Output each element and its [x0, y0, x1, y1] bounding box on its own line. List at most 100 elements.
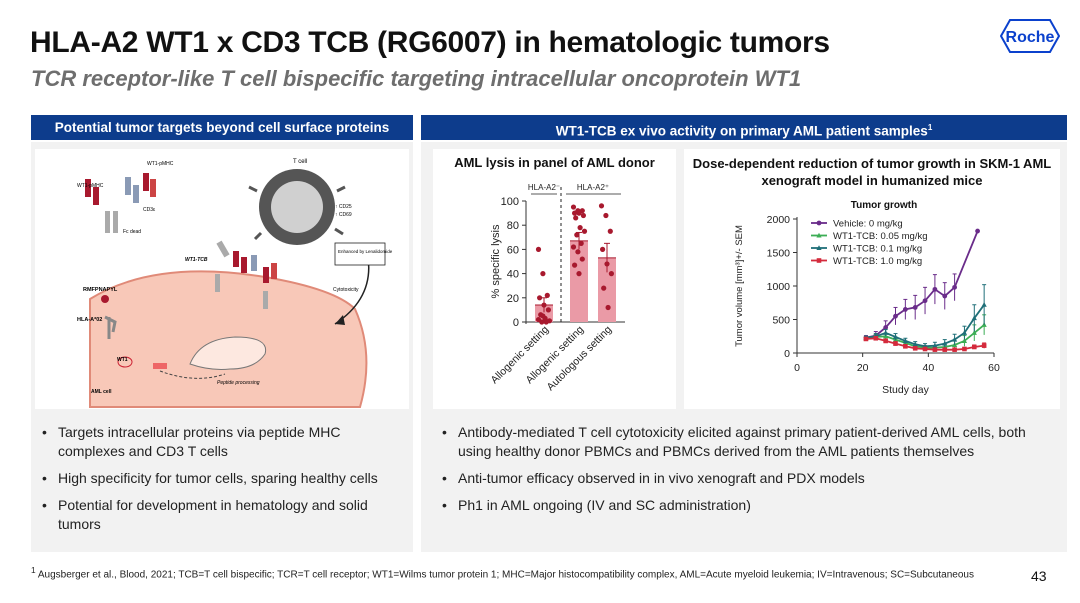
data-point: [961, 330, 968, 335]
label-peptide-processing: Peptide processing: [217, 380, 260, 386]
page-subtitle: TCR receptor-like T cell bispecific targ…: [31, 66, 802, 91]
y-tick-label: 20: [507, 293, 519, 305]
data-point: [605, 304, 611, 311]
data-point: [604, 261, 610, 267]
data-point: [576, 210, 582, 216]
data-point: [608, 271, 614, 277]
bullet-item: Potential for development in hematology …: [40, 496, 400, 534]
label-cd25: ↑ CD25: [335, 204, 352, 210]
data-point: [962, 346, 967, 352]
label-wt1: WT1: [117, 357, 128, 363]
x-tick-label: 40: [922, 362, 934, 374]
legend-label: WT1-TCB: 0.05 mg/kg: [833, 231, 928, 242]
y-tick-label: 100: [501, 196, 519, 208]
data-point: [932, 286, 938, 292]
label-hla: HLA-A*02: [77, 317, 102, 323]
y-axis-label: % specific lysis: [490, 224, 502, 298]
data-point: [912, 346, 918, 351]
tumor-chart-card: Dose-dependent reduction of tumor growth…: [684, 149, 1060, 409]
enhanced-box: [334, 242, 386, 266]
data-point: [540, 271, 546, 277]
x-tick-label: 60: [988, 362, 1000, 374]
data-point: [577, 225, 583, 231]
mechanism-diagram-card: WT1-pMHC WT1-pMHC CD3ε Fc dead T cell ↑ …: [35, 149, 409, 409]
label-cd3e: CD3ε: [143, 207, 156, 213]
data-point: [579, 256, 585, 262]
data-point: [578, 240, 584, 246]
group-label: HLA-A2⁻: [528, 183, 560, 192]
data-point: [545, 307, 551, 313]
hla-mhc: [101, 295, 117, 339]
processing-arrow: [159, 370, 226, 379]
data-point: [932, 342, 938, 348]
data-point: [575, 249, 581, 255]
legend-marker: [816, 258, 822, 263]
right-panel-header-sup: 1: [927, 123, 933, 132]
x-tick-label: 0: [794, 362, 800, 374]
t-cell-receptors: [248, 185, 346, 241]
data-point: [581, 228, 588, 234]
data-point: [922, 346, 928, 352]
label-wt1-tcb: WT1-TCB: [185, 257, 208, 263]
x-tick-label: Allogenic setting: [489, 324, 552, 387]
data-point: [572, 210, 578, 216]
data-point: [544, 292, 550, 298]
y-tick-label: 500: [772, 315, 790, 327]
data-point: [537, 295, 543, 301]
data-point: [598, 203, 605, 209]
lysis-chart-card: AML lysis in panel of AML donor 0 20 40 60 8…: [433, 149, 676, 409]
y-tick-label: 0: [513, 317, 519, 329]
bullet-item: Targets intracellular proteins via pepti…: [40, 423, 400, 461]
data-point: [570, 204, 577, 210]
chart-subtitle: Tumor growth: [851, 200, 917, 211]
label-wt1-pmhc-top: WT1-pMHC: [147, 161, 174, 167]
data-point: [922, 298, 928, 304]
label-cd69: ↑ CD69: [335, 212, 352, 218]
data-point: [971, 315, 977, 321]
data-point: [892, 334, 899, 339]
footnote: 1 Augsberger et al., Blood, 2021; TCB=T …: [31, 565, 974, 580]
data-point: [975, 228, 980, 234]
data-point: [543, 319, 549, 325]
data-point: [541, 302, 547, 308]
data-point: [572, 262, 578, 268]
bullet-item: Ph1 in AML ongoing (IV and SC administra…: [440, 496, 1050, 515]
data-point: [912, 341, 918, 347]
data-point: [902, 338, 908, 343]
label-fc-dead: Fc dead: [123, 229, 141, 235]
data-point: [972, 344, 977, 350]
bullet-item: High specificity for tumor cells, sparin…: [40, 469, 400, 488]
data-point: [893, 341, 898, 346]
data-point: [883, 338, 888, 344]
data-point: [932, 347, 938, 352]
data-point: [952, 347, 957, 352]
data-point: [971, 330, 977, 335]
right-bullets: Antibody-mediated T cell cytotoxicity el…: [440, 423, 1050, 515]
group-label: HLA-A2⁺: [577, 183, 609, 192]
label-enhanced: Enhanced by Lenalidomide: [338, 249, 393, 254]
data-point: [912, 305, 918, 310]
y-tick-label: 1500: [767, 248, 791, 260]
data-point: [580, 212, 586, 219]
y-tick-label: 80: [507, 220, 519, 232]
legend-marker: [816, 232, 822, 238]
endosome: [189, 336, 267, 370]
data-point: [576, 271, 582, 277]
right-panel-header: WT1-TCB ex vivo activity on primary AML …: [421, 115, 1067, 140]
data-point: [952, 284, 957, 290]
legend-label: WT1-TCB: 0.1 mg/kg: [833, 244, 922, 255]
label-cytotoxicity: Cytotoxicity: [333, 287, 359, 293]
data-point: [952, 336, 958, 342]
data-point: [942, 340, 948, 346]
t-cell-nucleus: [271, 181, 323, 233]
right-panel-header-text: WT1-TCB ex vivo activity on primary AML …: [555, 123, 928, 139]
x-axis-label: Study day: [882, 384, 929, 396]
wt1-protein: [117, 356, 133, 368]
data-point: [535, 316, 542, 323]
data-point: [600, 246, 606, 252]
data-point: [942, 347, 948, 352]
cytotoxicity-arrowhead: [335, 315, 345, 325]
logo-text: Roche: [1006, 29, 1055, 46]
page-title: HLA-A2 WT1 x CD3 TCB (RG6007) in hematol…: [30, 26, 830, 59]
data-point: [573, 215, 579, 221]
